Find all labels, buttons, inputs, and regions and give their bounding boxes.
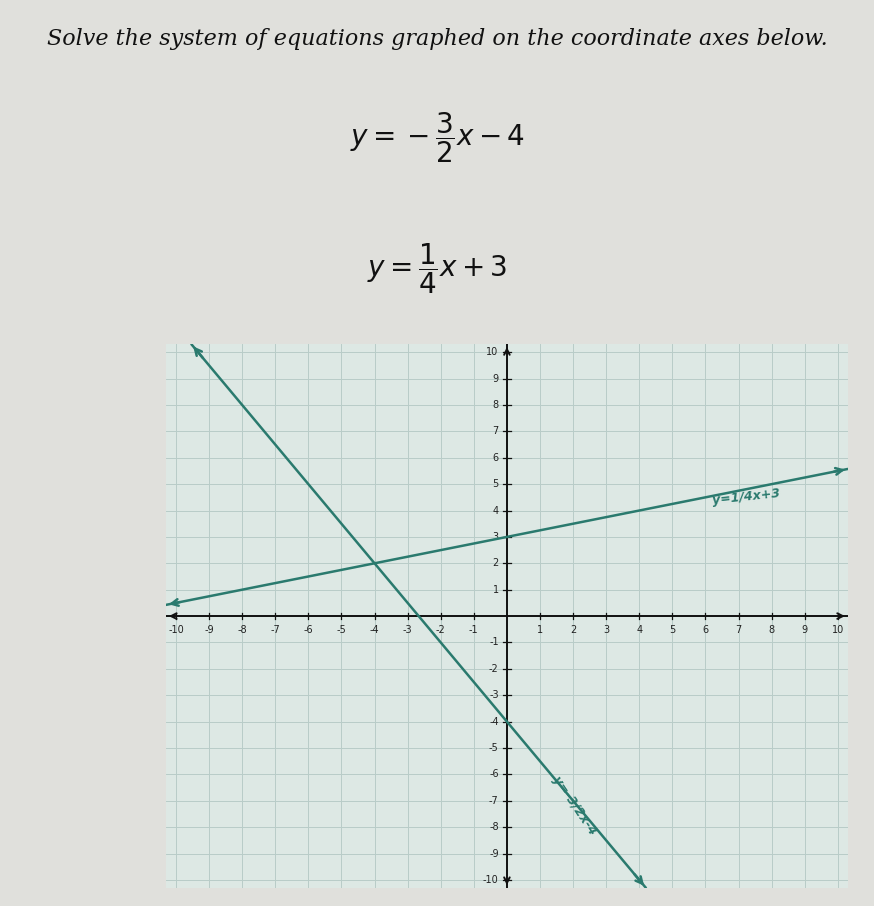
Text: -1: -1 <box>489 638 499 648</box>
Text: 2: 2 <box>570 625 576 635</box>
Text: -5: -5 <box>489 743 499 753</box>
Text: -3: -3 <box>403 625 413 635</box>
Text: 5: 5 <box>669 625 676 635</box>
Text: $y = -\dfrac{3}{2}x - 4$: $y = -\dfrac{3}{2}x - 4$ <box>350 111 524 165</box>
Text: 5: 5 <box>492 479 499 489</box>
Text: 8: 8 <box>768 625 774 635</box>
Text: 6: 6 <box>703 625 709 635</box>
Text: 3: 3 <box>493 532 499 542</box>
Text: 1: 1 <box>537 625 543 635</box>
Text: y=-3/2x-4: y=-3/2x-4 <box>550 775 599 838</box>
Text: 3: 3 <box>603 625 609 635</box>
Text: 8: 8 <box>493 400 499 410</box>
Text: 10: 10 <box>832 625 844 635</box>
Text: $y = \dfrac{1}{4}x + 3$: $y = \dfrac{1}{4}x + 3$ <box>367 241 507 296</box>
Text: -8: -8 <box>238 625 247 635</box>
Text: 9: 9 <box>801 625 808 635</box>
Text: -4: -4 <box>370 625 379 635</box>
Text: -5: -5 <box>336 625 346 635</box>
Text: 7: 7 <box>735 625 742 635</box>
Text: y=1/4x+3: y=1/4x+3 <box>712 487 781 507</box>
Text: 2: 2 <box>492 558 499 568</box>
Text: 1: 1 <box>493 584 499 594</box>
Text: 9: 9 <box>493 373 499 383</box>
Text: -7: -7 <box>270 625 281 635</box>
Text: Solve the system of equations graphed on the coordinate axes below.: Solve the system of equations graphed on… <box>46 27 828 50</box>
Text: -6: -6 <box>489 769 499 779</box>
Text: 4: 4 <box>636 625 642 635</box>
Text: -9: -9 <box>205 625 214 635</box>
Text: -6: -6 <box>303 625 313 635</box>
Text: -2: -2 <box>489 664 499 674</box>
Text: -10: -10 <box>483 875 499 885</box>
Text: -10: -10 <box>168 625 184 635</box>
Text: -7: -7 <box>489 795 499 805</box>
Text: -2: -2 <box>436 625 446 635</box>
Text: -4: -4 <box>489 717 499 727</box>
Text: -8: -8 <box>489 822 499 833</box>
Text: -3: -3 <box>489 690 499 700</box>
Text: 10: 10 <box>487 347 499 357</box>
Text: 6: 6 <box>493 453 499 463</box>
Text: 4: 4 <box>493 506 499 516</box>
Text: 7: 7 <box>492 427 499 437</box>
Text: -9: -9 <box>489 849 499 859</box>
Text: -1: -1 <box>469 625 479 635</box>
